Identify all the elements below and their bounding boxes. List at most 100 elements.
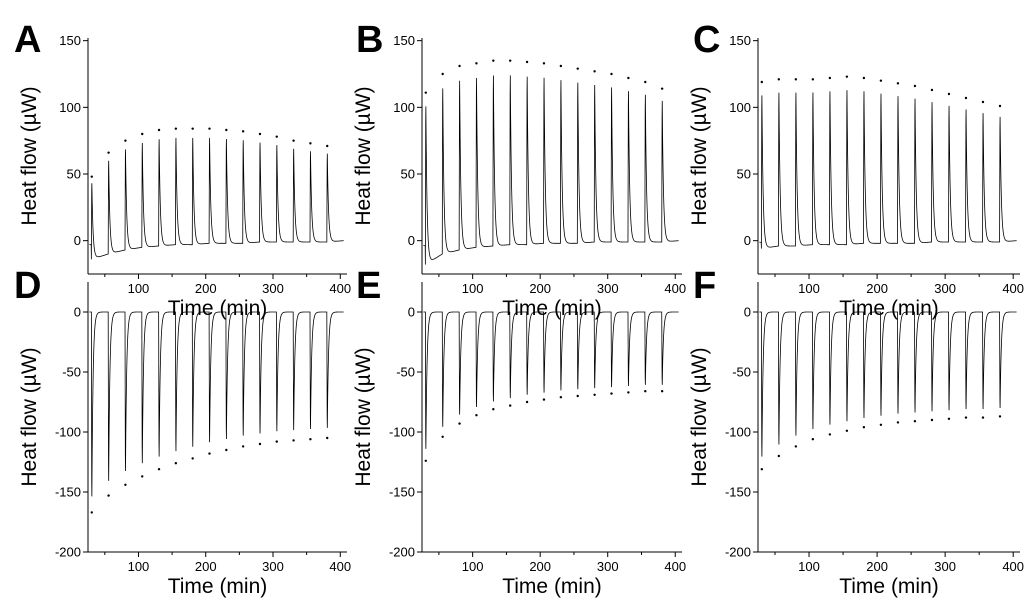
panel-f-letter: F	[693, 265, 716, 307]
panel-d-injection-peak	[309, 438, 312, 441]
panel-e-injection-peak	[660, 390, 664, 393]
panel-a-injection-peak	[174, 127, 178, 130]
panel-c-injection-peak	[794, 78, 798, 81]
panel-b-injection-peak	[610, 72, 613, 76]
panel-e-x-tick-label: 400	[664, 559, 686, 574]
panel-c: 100 200 300 400 0 50 100 150 Time (min) Heat flow…	[688, 19, 1024, 320]
panel-f-y-axis-title: Heat flow (µW)	[688, 347, 711, 486]
panel-c-injection-peak	[811, 78, 815, 81]
panel-a-y-tick-label: 150	[59, 33, 81, 48]
panel-c-injection-peak	[998, 104, 1002, 108]
panel-e-letter: E	[356, 265, 381, 307]
panel-b-y-axis-title: Heat flow (µW)	[352, 86, 375, 225]
panel-f-injection-peak	[964, 416, 968, 419]
panel-f-y-tick-label: -50	[732, 365, 751, 380]
panel-b-y-tick-label: 0	[408, 233, 415, 248]
panel-a-injection-peak	[258, 132, 262, 136]
panel-d-injection-peak	[191, 457, 194, 460]
panel-a-letter: A	[14, 19, 41, 61]
panel-e-injection-peak	[542, 398, 546, 401]
panel-b-x-tick-label: 300	[597, 281, 619, 296]
panel-d-injection-peak	[225, 448, 228, 452]
panel-f-heat-flow-trace	[759, 311, 1017, 457]
panel-d-injection-peak	[292, 439, 295, 442]
panel-b-injection-peak	[542, 62, 546, 65]
panel-e-injection-peak	[559, 396, 563, 399]
panel-f-y-tick-label: 0	[744, 305, 751, 320]
panel-d-y-tick-label: -200	[55, 545, 81, 560]
panel-b-injection-peak	[525, 60, 529, 64]
panel-f-injection-peak	[794, 445, 798, 448]
panel-f-x-tick-label: 300	[934, 559, 956, 574]
panel-e-y-tick-label: 0	[408, 305, 415, 320]
panel-e-y-tick-label: -200	[389, 545, 415, 560]
panel-d-y-tick-label: -100	[55, 425, 81, 440]
panel-a-injection-peak	[107, 151, 110, 154]
panel-a-y-axis-title: Heat flow (µW)	[18, 86, 41, 225]
panel-b-injection-peak	[593, 70, 596, 73]
panel-c-injection-peak	[964, 96, 968, 100]
panel-c-heat-flow-trace	[759, 90, 1017, 249]
panel-c-y-axis-title: Heat flow (µW)	[688, 86, 711, 225]
panel-d-injection-peak	[124, 483, 127, 486]
panel-f-x-tick-label: 200	[866, 559, 888, 574]
panel-a-injection-peak	[241, 130, 245, 133]
panel-f-x-tick-label: 100	[798, 559, 820, 574]
panel-d: 100 200 300 400 0 -50 -100 -150 -200 Time (min) He…	[14, 265, 351, 598]
panel-e-injection-peak	[525, 400, 529, 404]
panel-d-y-tick-label: -50	[62, 365, 81, 380]
panel-b-y-tick-label: 50	[401, 167, 415, 182]
panel-f-injection-peak	[777, 454, 781, 458]
panel-c-injection-peak	[947, 92, 951, 96]
panel-e-injection-peak	[441, 435, 444, 438]
panel-f-injection-peak	[998, 415, 1002, 418]
panel-c-y-tick-label: 50	[737, 167, 751, 182]
panel-a-y-tick-label: 0	[74, 233, 81, 248]
panel-b-injection-peak	[627, 76, 630, 80]
panel-d-x-tick-label: 100	[128, 559, 150, 574]
panel-b-injection-peak	[508, 59, 512, 62]
panel-a-x-axis-title: Time (min)	[168, 297, 268, 320]
panel-b-injection-peak	[492, 59, 495, 62]
panel-c-injection-peak	[930, 88, 934, 92]
panel-d-injection-peak	[208, 452, 211, 455]
panel-d-y-axis-title: Heat flow (µW)	[18, 347, 41, 486]
panel-e-x-tick-label: 100	[462, 559, 484, 574]
panel-a-injection-peak	[326, 144, 329, 148]
panel-b-injection-peak	[424, 91, 427, 94]
panel-b: 100 200 300 400 0 50 100 150 Time (min) Heat flow…	[352, 19, 686, 320]
panel-f-injection-peak	[845, 429, 849, 432]
panel-d-x-tick-label: 400	[329, 559, 351, 574]
panel-a-injection-peak	[208, 127, 211, 130]
panel-c-letter: C	[693, 19, 720, 61]
panel-a-injection-peak	[157, 128, 161, 132]
panel-d-heat-flow-trace	[89, 311, 344, 497]
panel-a-x-tick-label: 100	[128, 281, 150, 296]
panel-b-injection-peak	[475, 62, 478, 65]
panel-b-injection-peak	[644, 80, 647, 84]
panel-c-injection-peak	[896, 82, 900, 85]
panel-d-x-axis-title: Time (min)	[168, 575, 268, 598]
panel-c-y-tick-label: 150	[729, 33, 751, 48]
panel-c-y-tick-label: 100	[729, 100, 751, 115]
panel-e-injection-peak	[508, 404, 512, 407]
panel-e-injection-peak	[475, 414, 478, 417]
panel-b-x-tick-label: 100	[462, 281, 484, 296]
panel-a-injection-peak	[225, 128, 228, 132]
panel-b-injection-peak	[458, 64, 461, 68]
panel-d-injection-peak	[258, 442, 262, 446]
panel-f-x-axis-title: Time (min)	[839, 575, 939, 598]
panel-c-x-tick-label: 200	[866, 281, 888, 296]
panel-d-y-tick-label: 0	[74, 305, 81, 320]
panel-d-injection-peak	[90, 511, 93, 514]
panel-b-y-tick-label: 100	[393, 100, 415, 115]
panel-d-injection-peak	[107, 494, 110, 497]
panel-b-x-tick-label: 400	[664, 281, 686, 296]
panel-e-y-tick-label: -100	[389, 425, 415, 440]
panel-e-injection-peak	[492, 408, 495, 411]
panel-c-y-tick-label: 0	[744, 233, 751, 248]
panel-e-x-axis-title: Time (min)	[502, 575, 602, 598]
panel-c-injection-peak	[879, 79, 883, 82]
panel-e-y-tick-label: -50	[396, 365, 415, 380]
